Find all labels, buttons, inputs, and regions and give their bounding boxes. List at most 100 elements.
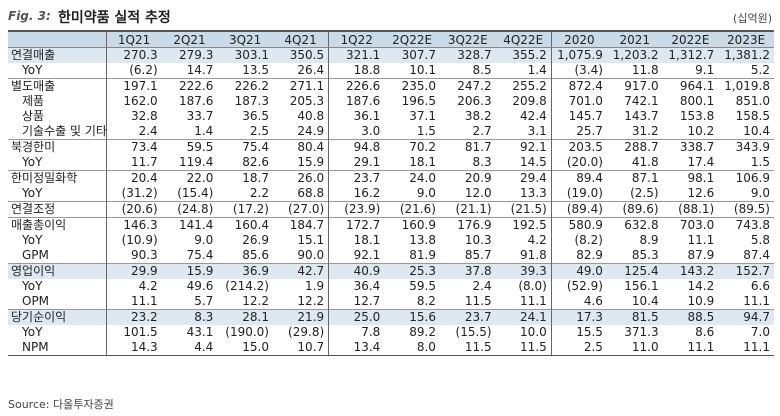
table-cell: 184.7 [272,217,329,233]
table-cell: 303.1 [217,47,273,63]
table-cell: 4.6 [550,294,607,310]
table-cell: 872.4 [550,78,607,94]
column-header: 4Q22E [495,30,552,48]
table-cell: 43.1 [186,325,214,339]
table-cell: 5.2 [750,63,770,77]
table-cell: 12.7 [328,294,385,310]
table-cell: 75.4 [186,248,214,262]
header-corner [8,30,107,48]
row-label: OPM [22,294,50,308]
table-cell: 226.6 [328,78,385,94]
table-cell: 29.1 [328,155,385,171]
table-cell: 92.1 [495,139,552,155]
table-row: GPM 90.3 75.4 85.6 90.0 92.1 81.9 85.7 91.8 82.9 8… [8,248,774,264]
table-row: 매출총이익 146.3 141.4 160.4 184.7 172.7 160.9 176.9… [8,217,774,233]
table-cell: 119.4 [178,155,214,169]
table-cell: 5.7 [194,294,214,308]
table-cell: 8.5 [472,63,492,77]
table-cell: 38.2 [464,109,492,123]
table-cell: 25.7 [550,124,607,140]
column-header: 3Q21 [217,30,273,48]
table-cell: 94.8 [328,139,385,155]
table-cell: (15.4) [177,186,214,200]
table-cell: 20.9 [439,170,496,186]
table-cell: 13.8 [409,233,436,247]
table-cell: 11.1 [718,340,774,356]
table-cell: 152.7 [718,263,774,279]
table-cell: 15.1 [297,233,325,247]
table-cell: 187.6 [328,94,385,109]
table-cell: 23.2 [105,309,162,325]
table-cell: 964.1 [662,78,719,94]
table-cell: 350.5 [272,47,329,63]
column-header: 2020 [550,30,607,48]
table-cell: 11.1 [662,340,719,356]
table-cell: (52.9) [550,279,607,294]
table-cell: 9.0 [750,186,770,200]
table-cell: 10.9 [687,294,715,308]
unit-label: (십억원) [733,12,772,25]
table-cell: 1.4 [194,124,214,138]
table-cell: 41.8 [631,155,659,169]
column-header: 2Q21 [161,30,218,48]
table-cell: 12.6 [687,186,715,200]
table-cell: 106.9 [718,170,774,186]
row-label: YoY [22,325,43,339]
table-cell: 197.1 [105,78,162,94]
table-cell: 39.3 [495,263,552,279]
table-cell: (89.5) [718,201,774,218]
row-label: 연결조정 [8,201,107,218]
table-row: YoY (10.9) 9.0 26.9 15.1 18.1 13.8 10.3 4.2 (8.2)… [8,233,774,248]
table-cell: 8.6 [695,325,715,339]
table-cell: (24.8) [161,201,218,218]
table-cell: 158.5 [735,109,770,123]
table-body: 연결매출 270.3 279.3 303.1 350.5 321.1 307.7 328.7 3… [8,47,774,356]
row-label: YoY [22,63,43,77]
table-cell: 28.1 [217,309,273,325]
table-row: OPM 11.1 5.7 12.2 12.2 12.7 8.2 11.5 11.1 4.6 10.4… [8,294,774,310]
table-cell: 15.5 [550,325,607,340]
table-cell: (190.0) [225,325,269,339]
table-cell: 89.2 [409,325,436,339]
table-cell: 40.9 [328,263,385,279]
table-cell: 12.0 [464,186,492,200]
table-cell: 288.7 [606,139,663,155]
table-row: 별도매출 197.1 222.6 226.2 271.1 226.6 235.0 247.2 2… [8,78,774,94]
table-cell: 15.6 [384,309,440,325]
table-cell: 1,019.8 [718,78,774,94]
table-cell: 203.5 [550,139,607,155]
table-cell: (89.4) [550,201,607,218]
table-cell: 1,312.7 [662,47,719,63]
table-cell: 89.4 [550,170,607,186]
table-cell: 10.4 [743,124,770,138]
table-cell: 1,075.9 [550,47,607,63]
table-cell: 13.3 [520,186,547,200]
table-cell: 580.9 [550,217,607,233]
table-cell: (20.0) [550,155,607,171]
row-label: 기술수출 및 기타 [22,124,107,138]
table-cell: 42.7 [272,263,329,279]
table-cell: 851.0 [735,94,770,108]
table-cell: 153.8 [679,109,715,123]
table-cell: 307.7 [384,47,440,63]
table-cell: 176.9 [439,217,496,233]
table-cell: 11.5 [464,294,492,308]
row-label: 영업이익 [8,263,107,279]
table-cell: 59.5 [409,279,436,293]
table-row: NPM 14.3 4.4 15.0 10.7 13.4 8.0 11.5 11.5 2.5 11.0… [8,340,774,356]
table-cell: 14.3 [105,340,162,356]
table-cell: 2.7 [472,124,492,138]
table-cell: 17.3 [550,309,607,325]
table-cell: 24.9 [297,124,325,138]
table-cell: 800.1 [679,94,715,108]
table-cell: 7.0 [750,325,770,339]
source-note: Source: 다올투자증권 [8,398,114,411]
table-cell: 18.7 [217,170,273,186]
table-cell: 343.9 [718,139,774,155]
row-label: GPM [22,248,49,262]
column-header: 3Q22E [439,30,496,48]
table-cell: 20.4 [105,170,162,186]
table-cell: 85.7 [464,248,492,262]
table-row: YoY 101.5 43.1 (190.0) (29.8) 7.8 89.2 (15.5) 10… [8,325,774,340]
table-cell: 85.3 [631,248,659,262]
